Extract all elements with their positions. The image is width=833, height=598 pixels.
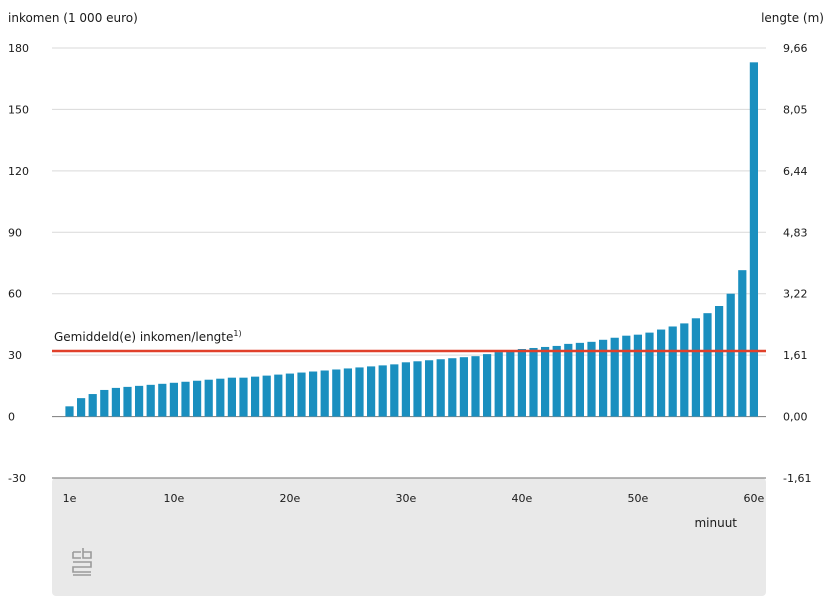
bar-2e xyxy=(77,398,86,417)
bar-13e xyxy=(204,379,213,417)
bar-44e xyxy=(564,343,573,417)
bar-47e xyxy=(599,339,608,417)
bar-31e xyxy=(413,361,422,417)
y-tick-left-label: 90 xyxy=(8,226,22,239)
grid-lines xyxy=(52,47,766,479)
y-tick-left-label: 180 xyxy=(8,42,29,55)
y-tick-left-label: 0 xyxy=(8,411,15,424)
bar-54e xyxy=(680,323,689,417)
bar-4e xyxy=(100,389,109,417)
bar-30e xyxy=(401,362,410,417)
bar-36e xyxy=(471,356,480,417)
bar-53e xyxy=(668,326,677,417)
bar-51e xyxy=(645,332,654,417)
bar-7e xyxy=(135,385,144,417)
bar-50e xyxy=(633,334,642,417)
bar-26e xyxy=(355,367,364,417)
bar-39e xyxy=(506,351,515,417)
y-axis-right-ticks: 9,66 8,05 6,44 4,83 3,22 1,61 0,00 -1,61 xyxy=(783,42,811,485)
bar-60e xyxy=(749,62,758,417)
bar-32e xyxy=(425,360,434,417)
x-tick-label: 20e xyxy=(280,492,301,505)
bar-1e xyxy=(65,406,74,417)
bars xyxy=(65,62,758,417)
bar-8e xyxy=(146,384,155,417)
bar-45e xyxy=(575,342,584,417)
bar-18e xyxy=(262,375,271,417)
y-tick-left-label: -30 xyxy=(8,472,26,485)
bar-55e xyxy=(691,318,700,417)
bar-9e xyxy=(158,383,167,417)
y-tick-left-label: 150 xyxy=(8,103,29,116)
bar-20e xyxy=(285,373,294,417)
bar-29e xyxy=(390,364,399,417)
y-tick-right-label: 8,05 xyxy=(783,103,808,116)
bar-49e xyxy=(622,335,631,417)
bar-6e xyxy=(123,386,132,417)
bar-25e xyxy=(343,368,352,417)
average-reference-label-footnote: 1) xyxy=(233,329,241,338)
bar-16e xyxy=(239,377,248,417)
bar-3e xyxy=(88,394,97,417)
bar-15e xyxy=(227,377,236,417)
bar-22e xyxy=(309,371,318,417)
x-tick-label: 50e xyxy=(628,492,649,505)
y-tick-left-label: 60 xyxy=(8,288,22,301)
x-tick-label: 40e xyxy=(512,492,533,505)
bar-34e xyxy=(448,358,457,417)
x-axis-title: minuut xyxy=(694,516,737,530)
cbs-logo-icon xyxy=(72,548,92,576)
bar-43e xyxy=(552,345,561,417)
x-tick-label: 30e xyxy=(396,492,417,505)
y-tick-right-label: 4,83 xyxy=(783,226,808,239)
bar-42e xyxy=(541,346,550,417)
average-reference-label-text: Gemiddeld(e) inkomen/lengte xyxy=(54,330,233,344)
x-axis-ticks: 1e 10e 20e 30e 40e 50e 60e xyxy=(63,492,765,505)
bar-27e xyxy=(367,366,376,417)
average-reference-label: Gemiddeld(e) inkomen/lengte1) xyxy=(54,329,242,344)
x-tick-label: 1e xyxy=(63,492,77,505)
bar-46e xyxy=(587,341,596,417)
bar-28e xyxy=(378,365,387,417)
y-tick-right-label: 3,22 xyxy=(783,288,808,301)
y-tick-right-label: 1,61 xyxy=(783,349,808,362)
y-tick-left-label: 30 xyxy=(8,349,22,362)
y-axis-left-ticks: 180 150 120 90 60 30 0 -30 xyxy=(8,42,29,485)
bar-40e xyxy=(517,349,526,417)
bar-33e xyxy=(436,359,445,417)
bar-24e xyxy=(332,369,341,417)
bar-37e xyxy=(483,354,492,417)
x-axis-panel xyxy=(52,478,766,596)
bar-21e xyxy=(297,372,306,417)
y-tick-right-label: 9,66 xyxy=(783,42,808,55)
bar-5e xyxy=(111,387,120,417)
x-tick-label: 60e xyxy=(744,492,765,505)
bar-10e xyxy=(169,382,178,417)
bar-59e xyxy=(738,270,747,417)
bar-48e xyxy=(610,337,619,417)
bar-17e xyxy=(251,376,260,417)
bar-52e xyxy=(657,329,666,417)
bar-57e xyxy=(715,306,724,417)
bar-14e xyxy=(216,378,225,417)
y-tick-left-label: 120 xyxy=(8,165,29,178)
y-axis-left-title: inkomen (1 000 euro) xyxy=(8,11,138,25)
y-tick-right-label: 6,44 xyxy=(783,165,808,178)
bar-38e xyxy=(494,352,503,417)
bar-19e xyxy=(274,374,283,417)
bar-41e xyxy=(529,347,538,417)
bar-11e xyxy=(181,381,190,417)
y-axis-right-title: lengte (m) xyxy=(761,11,824,25)
bar-58e xyxy=(726,293,735,417)
x-tick-label: 10e xyxy=(164,492,185,505)
bar-23e xyxy=(320,370,329,417)
y-tick-right-label: -1,61 xyxy=(783,472,811,485)
bar-12e xyxy=(193,380,202,417)
y-tick-right-label: 0,00 xyxy=(783,411,808,424)
bar-56e xyxy=(703,313,712,417)
bar-35e xyxy=(459,357,468,417)
